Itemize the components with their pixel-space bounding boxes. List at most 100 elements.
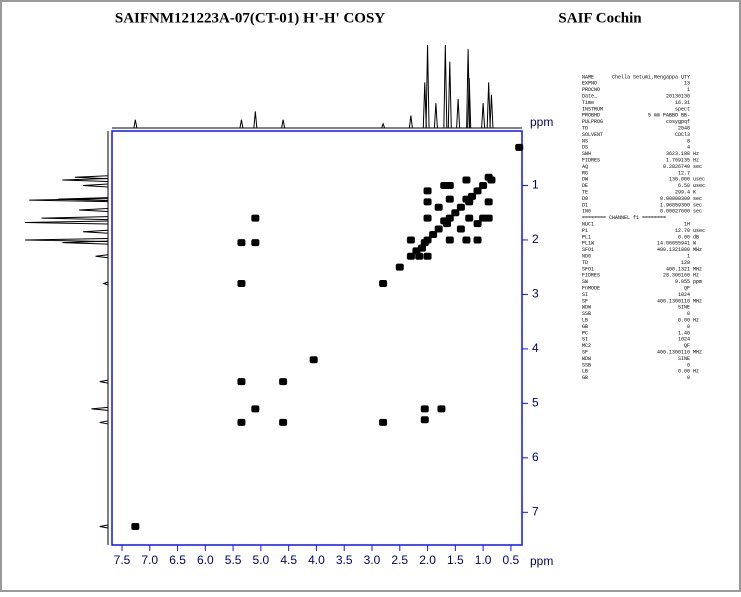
param-key: PL1 xyxy=(582,234,591,240)
top-projection-peak xyxy=(253,111,258,129)
x-tick-label: 7.0 xyxy=(141,553,158,567)
left-projection-peak xyxy=(78,207,109,212)
cross-peak xyxy=(445,236,454,244)
cross-peak xyxy=(379,418,388,426)
param-unit: K xyxy=(693,190,696,196)
cross-peak xyxy=(479,181,488,189)
cross-peak xyxy=(473,236,482,244)
cross-peak xyxy=(473,220,482,228)
left-projection-peak xyxy=(83,229,109,234)
param-key: SOLVENT xyxy=(582,132,603,138)
x-tick-label: 6.5 xyxy=(169,553,186,567)
param-key: EXPNO xyxy=(582,81,597,87)
cross-peak xyxy=(434,225,443,233)
top-projection-peak xyxy=(486,82,491,129)
cross-peak xyxy=(440,217,449,225)
param-value: 16.31 xyxy=(675,100,690,106)
param-value: 0.00 xyxy=(678,234,690,240)
param-key: FIDRES xyxy=(582,158,600,164)
x-tick-label: 5.0 xyxy=(253,553,270,567)
cross-peak xyxy=(462,236,471,244)
left-projection-peak xyxy=(99,420,109,425)
param-key: TE xyxy=(582,190,588,196)
cross-peak xyxy=(251,214,260,222)
param-value: 12.70 xyxy=(675,228,690,234)
param-key: SWH xyxy=(582,151,591,157)
left-projection-peak xyxy=(41,216,109,221)
param-value: 20130130 xyxy=(666,94,690,100)
top-projection-peak xyxy=(408,115,413,129)
param-value: 0 xyxy=(687,324,690,330)
x-tick-label: 4.5 xyxy=(280,553,297,567)
param-value: 1.769135 xyxy=(666,158,690,164)
left-projection-peak xyxy=(95,254,109,259)
param-unit: Hz xyxy=(693,151,699,157)
top-projection-peak xyxy=(467,78,472,129)
param-value: 400.1321800 xyxy=(657,247,690,253)
x-tick-label: 2.0 xyxy=(419,553,436,567)
param-key: GB xyxy=(582,375,588,381)
x-tick-label: 3.5 xyxy=(336,553,353,567)
param-key: PULPROG xyxy=(582,119,603,125)
x-tick-label: 0.5 xyxy=(503,553,520,567)
y-tick-label: 4 xyxy=(532,341,539,355)
param-key: SF xyxy=(582,298,588,304)
top-projection-peak xyxy=(281,119,286,129)
left-projection-peak xyxy=(99,379,109,384)
param-value: 1H xyxy=(684,222,690,228)
x-tick-label: 1.5 xyxy=(447,553,464,567)
cross-peak xyxy=(237,239,246,247)
param-key: INSTRUM xyxy=(582,106,603,112)
param-value: 1 xyxy=(687,87,690,93)
cross-peak xyxy=(451,209,460,217)
left-projection-peak xyxy=(83,183,109,188)
plot-frame xyxy=(111,130,523,546)
organization: SAIF Cochin xyxy=(558,10,642,26)
cross-peak xyxy=(406,252,415,260)
param-unit: Hz xyxy=(693,369,699,375)
cross-peak xyxy=(251,239,260,247)
top-projection-peak xyxy=(381,122,386,129)
param-key: PROBHD xyxy=(582,113,600,119)
x-tick-label: 2.5 xyxy=(391,553,408,567)
param-value: spect xyxy=(675,106,690,112)
cross-peak xyxy=(465,214,474,222)
top-projection-peak xyxy=(466,49,471,129)
cross-peak xyxy=(420,239,429,247)
param-key: SI xyxy=(582,292,588,298)
param-unit: sec xyxy=(693,164,702,170)
cross-peak xyxy=(415,252,424,260)
param-value: 299.4 xyxy=(675,190,690,196)
cross-peak xyxy=(412,247,421,255)
param-unit: Hz xyxy=(693,318,699,324)
param-value: 0.00000300 xyxy=(660,196,690,202)
left-projection-peak xyxy=(99,524,109,529)
param-unit: MHz xyxy=(693,266,702,272)
cross-peak xyxy=(484,214,493,222)
cross-peak xyxy=(515,143,524,151)
param-unit: usec xyxy=(693,228,705,234)
param-key: Date_ xyxy=(582,94,598,100)
cross-peak xyxy=(237,378,246,386)
param-value: 0.00 xyxy=(678,318,690,324)
param-value: CDCl3 xyxy=(675,132,690,138)
top-projection-peak xyxy=(481,103,486,129)
param-key: ND0 xyxy=(582,254,591,260)
param-value: 4 xyxy=(687,145,690,151)
param-value: 5 mm PABBO BB- xyxy=(648,113,690,119)
cross-peak xyxy=(462,176,471,184)
cross-peak xyxy=(456,203,465,211)
cross-peak xyxy=(434,203,443,211)
param-key: WDW xyxy=(582,356,591,362)
cross-peak xyxy=(440,181,449,189)
y-tick-label: 1 xyxy=(532,178,539,192)
left-projection-peak xyxy=(29,198,109,203)
param-unit: MHz xyxy=(693,350,702,356)
cross-peak xyxy=(456,225,465,233)
param-unit: sec xyxy=(693,196,702,202)
top-projection-peak xyxy=(425,44,430,129)
param-key: AQ xyxy=(582,164,588,170)
param-key: SF xyxy=(582,350,588,356)
y-tick-label: 3 xyxy=(532,287,539,301)
